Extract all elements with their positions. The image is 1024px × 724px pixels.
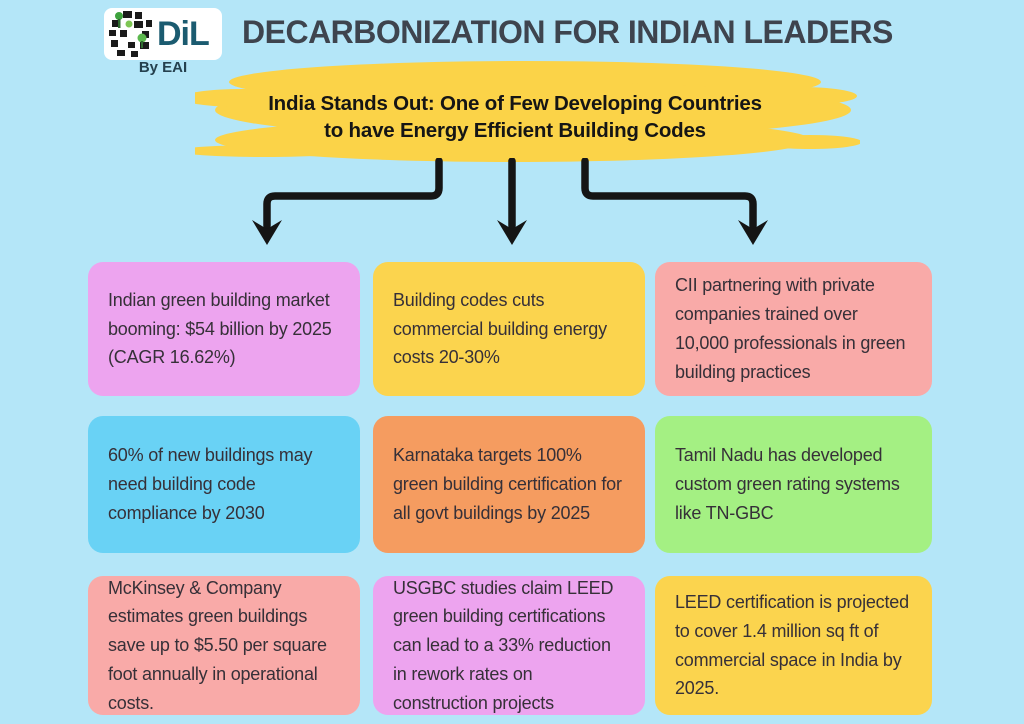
flow-arrow-right-head (738, 220, 768, 245)
card-tamil-nadu-rating: Tamil Nadu has developed custom green ra… (655, 416, 932, 553)
flow-arrow-left-head (252, 220, 282, 245)
card-leed-coverage-text: LEED certification is projected to cover… (675, 591, 909, 699)
card-tamil-nadu-rating-text: Tamil Nadu has developed custom green ra… (675, 445, 900, 523)
card-green-building-market: Indian green building market booming: $5… (88, 262, 360, 396)
flow-arrow-left-line (263, 158, 443, 230)
card-green-building-market-text: Indian green building market booming: $5… (108, 289, 332, 368)
card-cii-training-text: CII partnering with private companies tr… (675, 275, 906, 382)
card-usgbc-leed-rework-text: USGBC studies claim LEED green building … (393, 577, 614, 713)
card-cii-training: CII partnering with private companies tr… (655, 262, 932, 396)
dil-logo-mosaic-icon (109, 11, 152, 57)
banner-brush-stroke (195, 61, 860, 162)
card-karnataka-certification: Karnataka targets 100% green building ce… (373, 416, 645, 553)
card-karnataka-certification-text: Karnataka targets 100% green building ce… (393, 445, 622, 523)
dil-logo: DiL (104, 8, 222, 60)
card-mckinsey-savings: McKinsey & Company estimates green build… (88, 576, 360, 715)
page-title: DECARBONIZATION FOR INDIAN LEADERS (242, 14, 893, 50)
card-code-compliance-2030-text: 60% of new buildings may need building c… (108, 445, 313, 523)
banner-headline-line1: India Stands Out: One of Few Developing … (268, 92, 762, 115)
banner-headline-line2: to have Energy Efficient Building Codes (324, 119, 706, 142)
card-leed-coverage: LEED certification is projected to cover… (655, 576, 932, 715)
dil-logo-text: DiL (157, 14, 210, 53)
flow-arrows (252, 158, 768, 245)
card-mckinsey-savings-text: McKinsey & Company estimates green build… (108, 577, 327, 713)
card-building-codes-savings: Building codes cuts commercial building … (373, 262, 645, 396)
flow-arrow-middle-head (497, 220, 527, 245)
card-code-compliance-2030: 60% of new buildings may need building c… (88, 416, 360, 553)
dil-logo-byline: By EAI (138, 59, 188, 76)
banner-headline: India Stands Out: One of Few Developing … (225, 90, 805, 144)
card-building-codes-savings-text: Building codes cuts commercial building … (393, 289, 607, 368)
flow-arrow-right-line (581, 158, 757, 230)
card-usgbc-leed-rework: USGBC studies claim LEED green building … (373, 576, 645, 715)
